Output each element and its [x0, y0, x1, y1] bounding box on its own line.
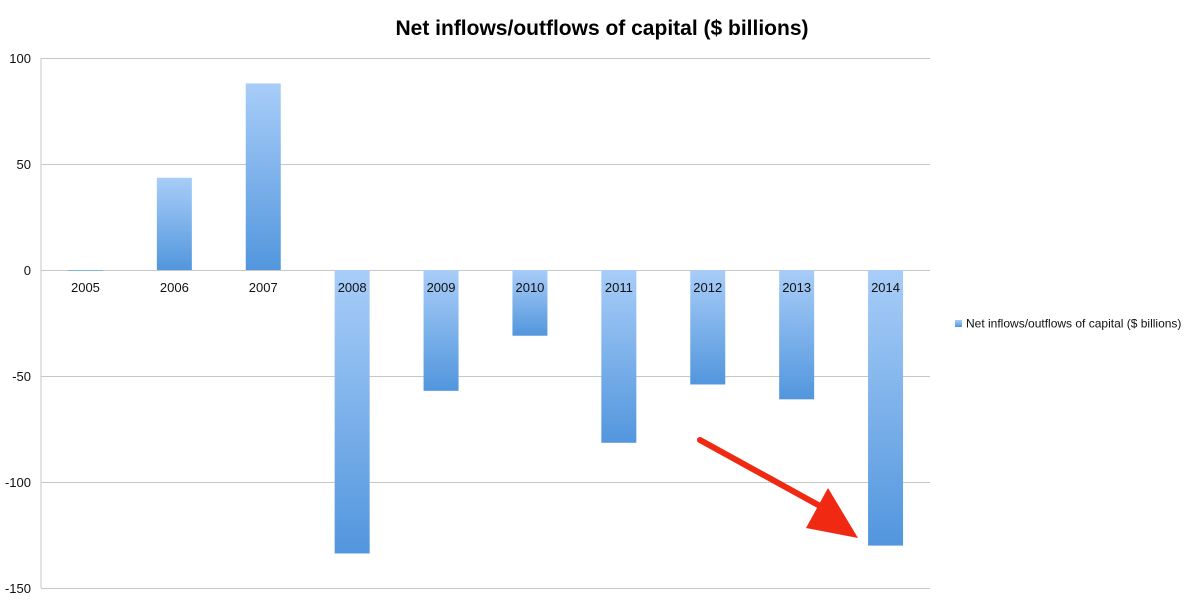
grid-lines: [40, 58, 930, 589]
arrow-shaft: [697, 437, 823, 509]
bar-2005: [67, 270, 103, 271]
x-tick-label: 2013: [782, 280, 811, 295]
x-tick-label: 2012: [693, 280, 722, 295]
bar-2006: [156, 177, 192, 270]
x-tick-label: 2005: [71, 280, 100, 295]
bar-2007: [245, 83, 281, 270]
bars: [67, 83, 904, 554]
x-tick-label: 2007: [249, 280, 278, 295]
x-axis-ticks: 2005 2006 2007 2008 2009 2010 2011 2012 2013 2014: [71, 280, 900, 295]
bar-2010: [512, 270, 548, 336]
y-tick-label: 50: [17, 157, 31, 172]
red-arrow-annotation: [697, 437, 858, 538]
bar-2008: [334, 270, 370, 554]
y-tick-label: 100: [9, 51, 31, 66]
chart-title: Net inflows/outflows of capital ($ billi…: [395, 17, 808, 40]
bar-2009: [423, 270, 459, 391]
bar-2011: [601, 270, 637, 443]
arrow-head: [806, 488, 858, 538]
legend-swatch: [955, 320, 962, 327]
y-tick-label: -100: [5, 475, 31, 490]
x-tick-label: 2010: [515, 280, 544, 295]
bar-2013: [779, 270, 815, 400]
x-tick-label: 2014: [871, 280, 900, 295]
legend-label: Net inflows/outflows of capital ($ billi…: [966, 317, 1181, 331]
bar-2014: [868, 270, 904, 546]
y-tick-label: 0: [24, 263, 31, 278]
x-tick-label: 2008: [338, 280, 367, 295]
x-tick-label: 2011: [605, 280, 633, 295]
y-tick-label: -50: [12, 369, 31, 384]
bar-2012: [690, 270, 726, 385]
y-tick-label: -150: [5, 581, 31, 596]
x-tick-label: 2009: [427, 280, 456, 295]
x-tick-label: 2006: [160, 280, 189, 295]
legend: Net inflows/outflows of capital ($ billi…: [955, 317, 1181, 331]
y-axis-ticks: 100 50 0 -50 -100 -150: [5, 51, 31, 596]
